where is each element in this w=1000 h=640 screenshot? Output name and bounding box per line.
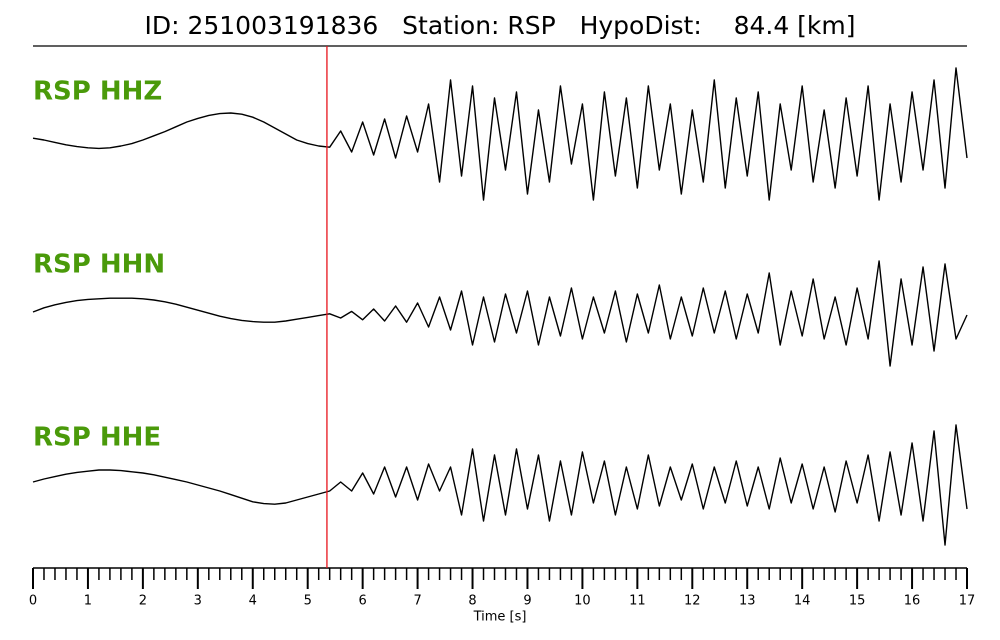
- x-tick-label: 17: [959, 594, 976, 609]
- x-tick-label: 16: [904, 594, 921, 609]
- trace-label: RSP HHZ: [33, 77, 162, 107]
- x-tick-label: 3: [194, 594, 202, 609]
- x-tick-label: 1: [84, 594, 92, 609]
- x-tick-label: 10: [574, 594, 591, 609]
- x-tick-label: 12: [684, 594, 701, 609]
- x-tick-label: 9: [523, 594, 531, 609]
- x-tick-label: 7: [413, 594, 421, 609]
- x-tick-label: 14: [794, 594, 811, 609]
- trace-label: RSP HHN: [33, 250, 165, 280]
- x-tick-label: 6: [359, 594, 367, 609]
- trace-label: RSP HHE: [33, 423, 161, 453]
- x-tick-label: 0: [29, 594, 37, 609]
- x-tick-label: 8: [468, 594, 476, 609]
- waveform-trace: [32, 424, 968, 546]
- x-tick-label: 11: [629, 594, 646, 609]
- waveform-trace: [32, 260, 968, 367]
- x-tick-label: 13: [739, 594, 756, 609]
- waveform-trace: [32, 67, 968, 201]
- x-axis-label: Time [s]: [473, 610, 527, 625]
- x-tick-label: 4: [249, 594, 257, 609]
- chart-title: ID: 251003191836 Station: RSP HypoDist: …: [144, 11, 855, 40]
- x-tick-label: 5: [304, 594, 312, 609]
- x-tick-label: 2: [139, 594, 147, 609]
- x-tick-label: 15: [849, 594, 866, 609]
